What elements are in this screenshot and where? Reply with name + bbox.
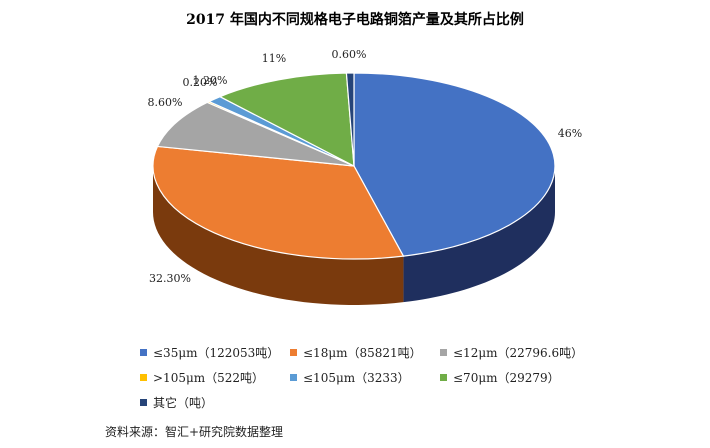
chart-title: 2017 年国内不同规格电子电路铜箔产量及其所占比例	[186, 12, 524, 28]
legend-label-1: ≤18μm（85821吨）	[303, 346, 422, 360]
legend-label-6: 其它（吨）	[153, 396, 214, 410]
legend-label-0: ≤35μm（122053吨）	[153, 346, 280, 360]
legend-item-2: ≤12μm（22796.6吨）	[440, 344, 590, 361]
chart-legend: ≤35μm（122053吨） ≤18μm（85821吨） ≤12μm（22796.6…	[140, 344, 620, 411]
legend-label-4: ≤105μm（3233）	[303, 371, 410, 385]
pie-slice-side-0	[403, 166, 555, 303]
legend-item-3: >105μm（522吨）	[140, 369, 290, 386]
pie-slice-5	[218, 72, 355, 168]
legend-swatch-1	[290, 349, 297, 356]
legend-swatch-6	[140, 399, 147, 406]
legend-swatch-3	[140, 374, 147, 381]
pie-slice-6	[345, 72, 355, 167]
pie-slice-1	[152, 145, 405, 260]
legend-item-0: ≤35μm（122053吨）	[140, 344, 290, 361]
pie-slice-label-4: 1.20%	[193, 74, 228, 87]
legend-swatch-5	[440, 374, 447, 381]
legend-item-5: ≤70μm（29279）	[440, 369, 590, 386]
legend-label-5: ≤70μm（29279）	[453, 371, 560, 385]
legend-swatch-2	[440, 349, 447, 356]
legend-label-3: >105μm（522吨）	[153, 371, 265, 385]
pie-slice-2	[156, 101, 355, 167]
legend-swatch-4	[290, 374, 297, 381]
pie-slice-label-2: 8.60%	[148, 96, 183, 109]
source-note: 资料来源：智汇+研究院数据整理	[105, 425, 284, 439]
legend-item-6: 其它（吨）	[140, 394, 290, 411]
legend-swatch-0	[140, 349, 147, 356]
pie-slice-label-5: 11%	[262, 52, 286, 65]
pie-slice-0	[353, 72, 556, 257]
pie-slice-label-0: 46%	[558, 127, 582, 140]
pie-slice-label-6: 0.60%	[332, 48, 367, 61]
legend-item-4: ≤105μm（3233）	[290, 369, 440, 386]
pie-slice-label-3: 0.20%	[183, 76, 218, 89]
pie-slice-side-1	[153, 166, 404, 305]
legend-item-1: ≤18μm（85821吨）	[290, 344, 440, 361]
legend-label-2: ≤12μm（22796.6吨）	[453, 346, 584, 360]
pie-slice-label-1: 32.30%	[149, 272, 191, 285]
